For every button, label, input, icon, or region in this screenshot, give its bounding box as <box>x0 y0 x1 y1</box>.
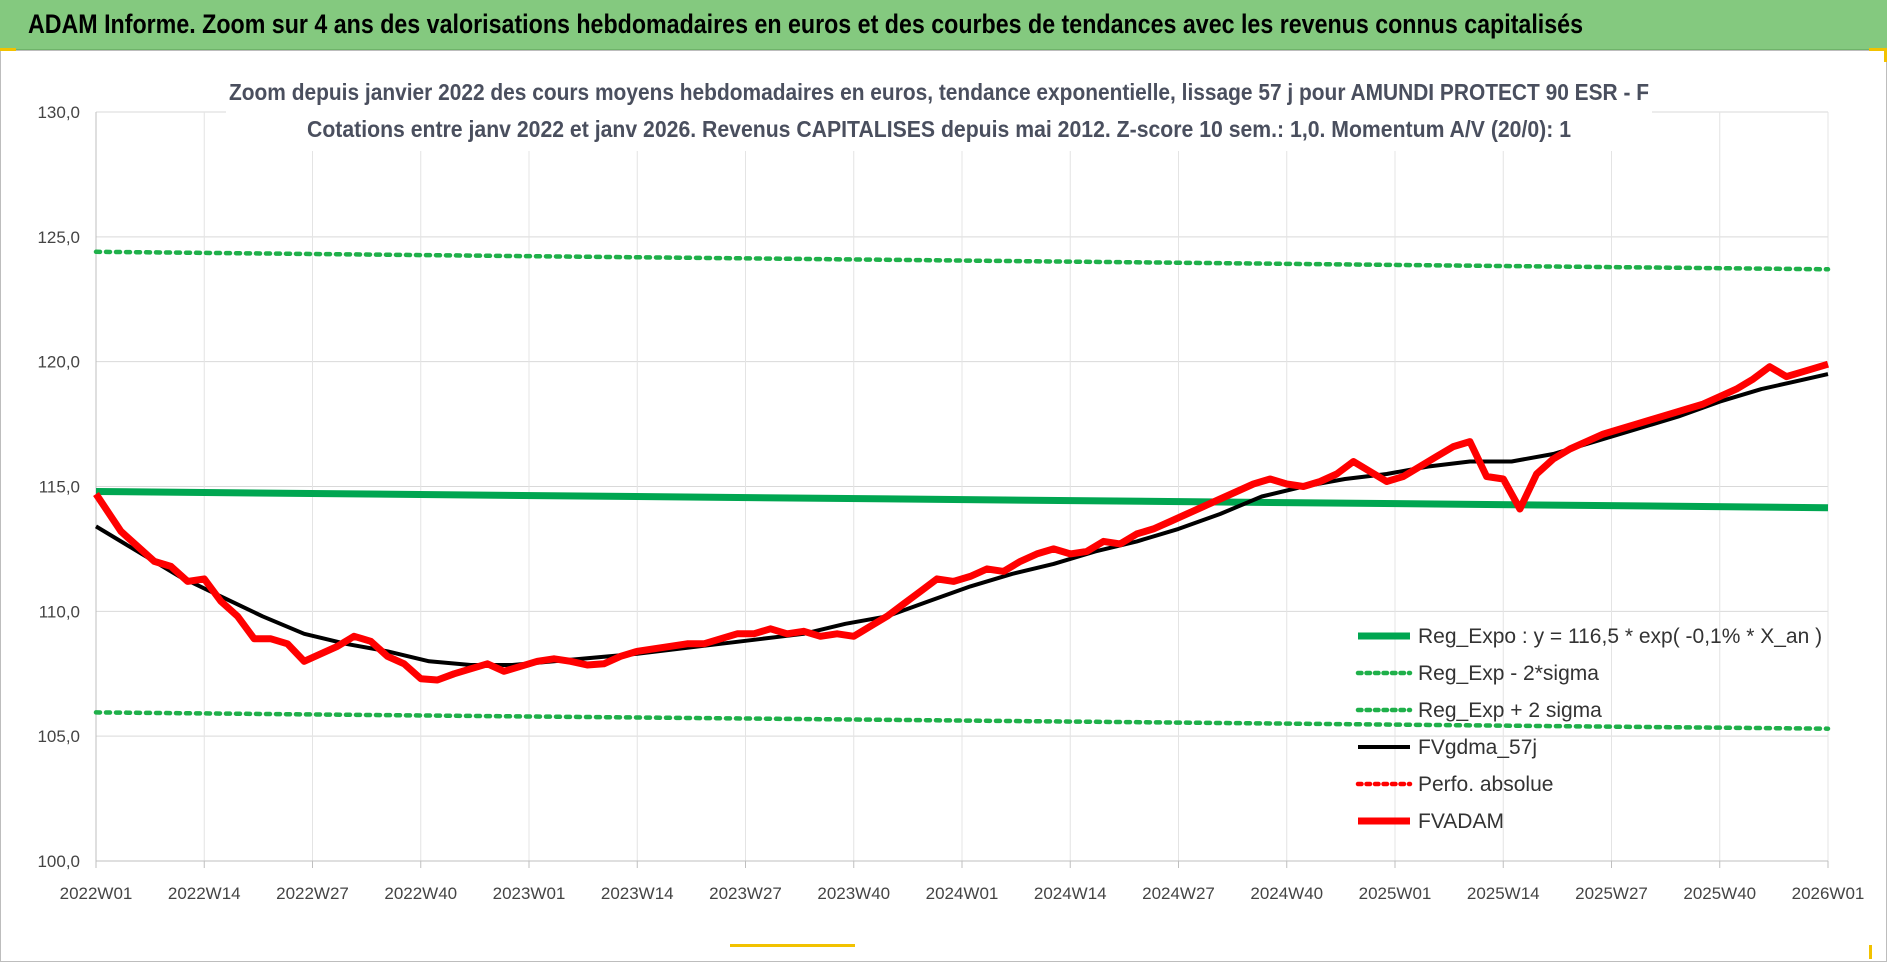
y-tick-label: 125,0 <box>37 228 80 247</box>
y-tick-label: 110,0 <box>39 602 80 621</box>
x-tick-label: 2023W40 <box>817 884 890 903</box>
legend-label: Reg_Expo : y = 116,5 * exp( -0,1% * X_an… <box>1418 625 1822 648</box>
x-tick-label: 2022W27 <box>276 884 349 903</box>
x-tick-label: 2024W01 <box>926 884 999 903</box>
chart-title-line1: Zoom depuis janvier 2022 des cours moyen… <box>229 79 1649 105</box>
x-tick-label: 2024W27 <box>1142 884 1215 903</box>
corner-marker-bottom-center <box>730 944 855 947</box>
report-banner: ADAM Informe. Zoom sur 4 ans des valoris… <box>0 0 1887 50</box>
y-tick-label: 105,0 <box>37 727 80 746</box>
x-tick-label: 2023W27 <box>709 884 782 903</box>
corner-marker-top-right-v <box>1884 48 1887 62</box>
series-line-reg-exp-2-sigma <box>93 710 1831 731</box>
y-axis: 100,0 105,0 110,0 115,0 120,0 125,0 130,0 <box>37 103 97 871</box>
x-tick-label: 2026W01 <box>1792 884 1865 903</box>
legend-label: Reg_Exp + 2 sigma <box>1418 699 1602 722</box>
legend: Reg_Expo : y = 116,5 * exp( -0,1% * X_an… <box>1355 625 1822 833</box>
x-tick-label: 2022W01 <box>60 884 133 903</box>
y-tick-label: 130,0 <box>37 103 80 122</box>
corner-marker-top-left <box>0 48 16 51</box>
y-tick-label: 120,0 <box>37 353 80 372</box>
corner-marker-bottom-right <box>1869 945 1872 959</box>
x-tick-label: 2022W14 <box>168 884 241 903</box>
series-line-reg-exp-2-sigma <box>93 249 1831 272</box>
x-tick-label: 2024W14 <box>1034 884 1107 903</box>
series-line-reg-expo-y-116-5-exp-0-1-x-an <box>95 488 1829 512</box>
chart-title-line2: Cotations entre janv 2022 et janv 2026. … <box>307 116 1571 142</box>
x-axis: 2022W01 2022W14 2022W27 2022W40 2023W01 2023W… <box>60 860 1865 903</box>
series-layer <box>93 249 1831 731</box>
corner-marker-top-right <box>1869 48 1887 51</box>
x-tick-label: 2025W27 <box>1575 884 1648 903</box>
y-tick-label: 100,0 <box>37 852 80 871</box>
x-tick-label: 2025W01 <box>1359 884 1432 903</box>
legend-label: FVgdma_57j <box>1418 736 1537 759</box>
x-tick-label: 2025W40 <box>1683 884 1756 903</box>
x-tick-label: 2023W01 <box>493 884 566 903</box>
legend-label: Reg_Exp - 2*sigma <box>1418 662 1599 685</box>
grid-layer <box>95 111 1829 862</box>
legend-label: FVADAM <box>1418 810 1504 833</box>
x-tick-label: 2023W14 <box>601 884 674 903</box>
y-tick-label: 115,0 <box>39 478 80 497</box>
x-tick-label: 2025W14 <box>1467 884 1540 903</box>
chart-title-background <box>226 73 1652 151</box>
legend-label: Perfo. absolue <box>1418 773 1553 796</box>
report-title: ADAM Informe. Zoom sur 4 ans des valoris… <box>28 9 1583 39</box>
series-line-fvadam <box>93 360 1830 684</box>
x-tick-label: 2022W40 <box>384 884 457 903</box>
x-tick-label: 2024W40 <box>1250 884 1323 903</box>
